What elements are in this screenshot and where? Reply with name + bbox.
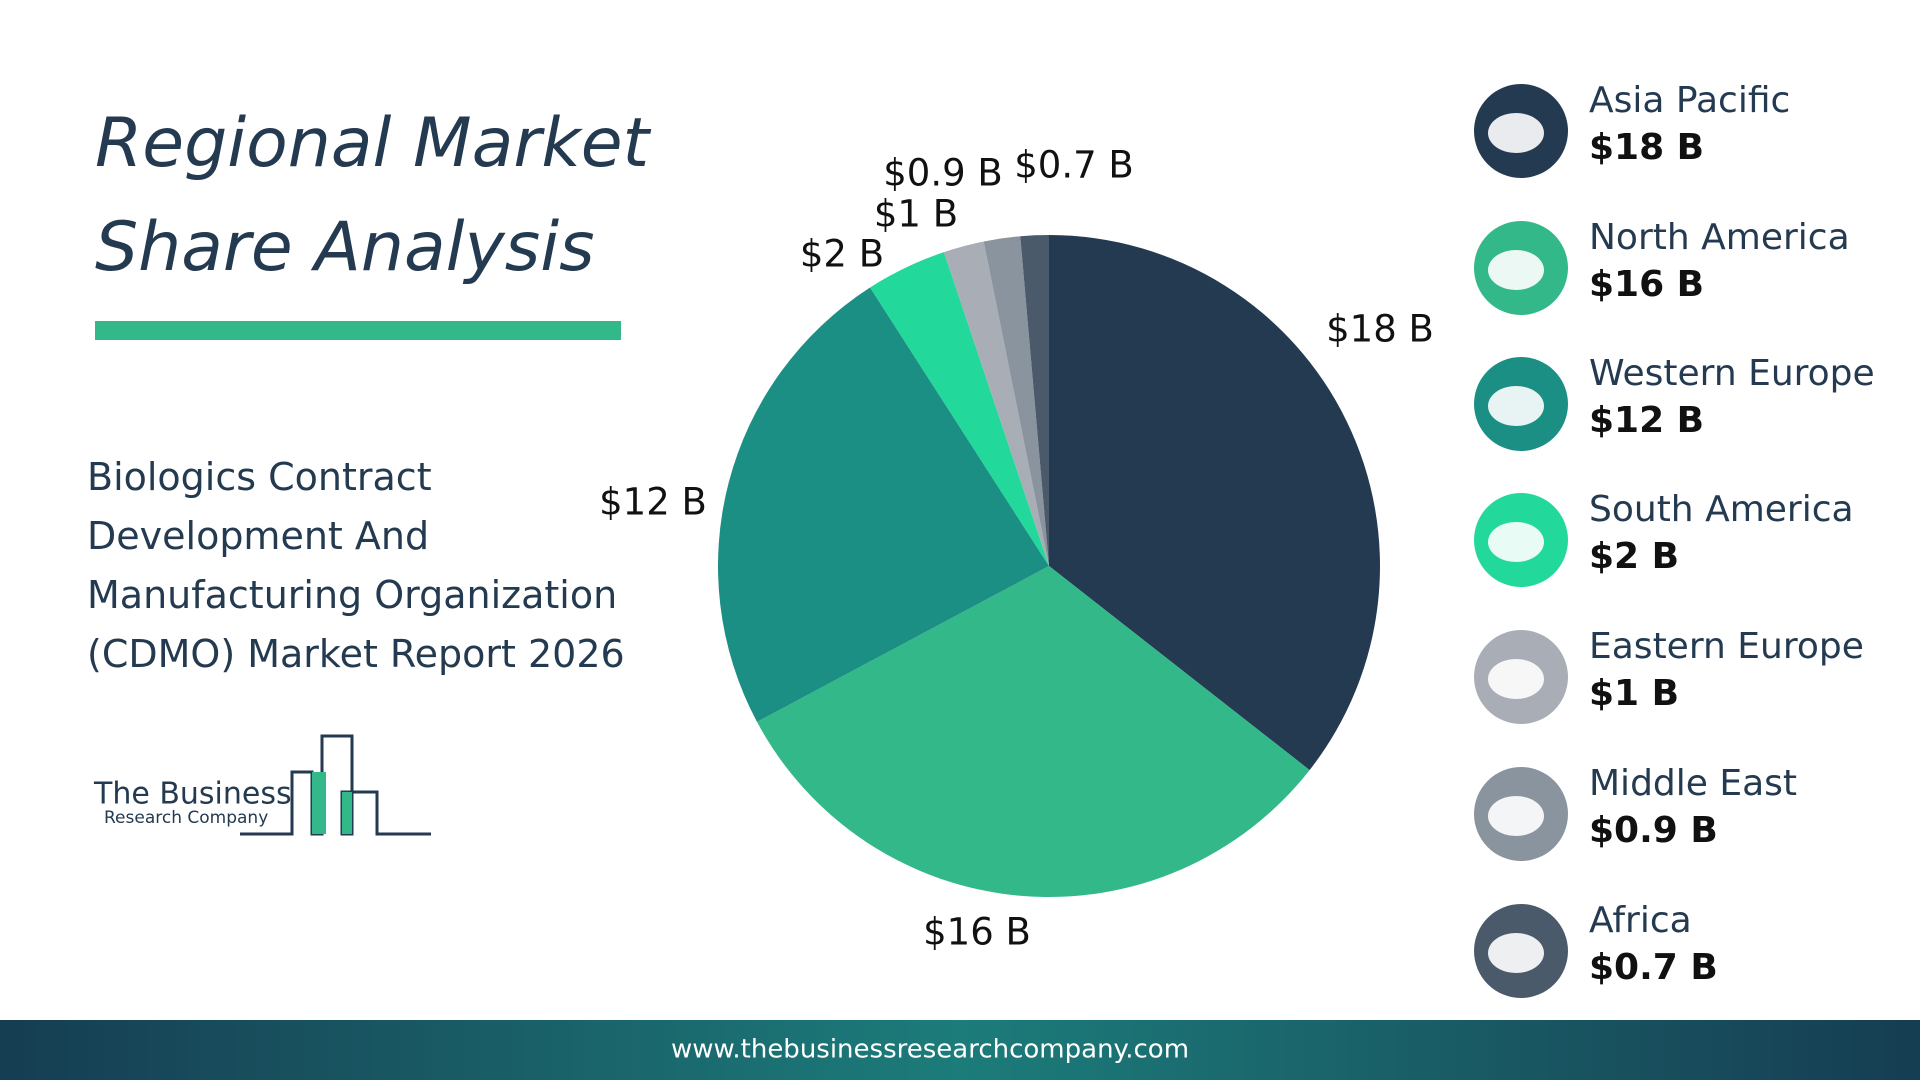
pie-slice <box>870 252 1049 566</box>
pie-slice <box>1020 235 1049 566</box>
data-label: $18 B <box>1326 308 1434 351</box>
legend-value: $0.7 B <box>1589 947 1718 988</box>
legend-icon-map <box>1488 113 1544 153</box>
legend-label: Eastern Europe <box>1589 626 1864 667</box>
data-label: $16 B <box>923 911 1031 954</box>
title-underline <box>95 321 621 340</box>
logo-bar <box>342 792 352 834</box>
logo-mark <box>240 734 431 836</box>
logo: The Business Research Company <box>93 734 431 836</box>
legend-label: Africa <box>1589 900 1692 941</box>
footer-bar <box>0 1020 1920 1080</box>
data-label: $0.7 B <box>1014 144 1134 187</box>
pie-slice <box>943 241 1049 566</box>
legend-value: $1 B <box>1589 673 1679 714</box>
legend-value: $16 B <box>1589 264 1704 305</box>
data-label: $2 B <box>800 233 884 276</box>
legend-icon-map <box>1488 250 1544 290</box>
legend-icon-map <box>1488 522 1544 562</box>
logo-line2: Research Company <box>104 808 268 828</box>
logo-line1: The Business <box>93 777 292 812</box>
legend-value: $2 B <box>1589 536 1679 577</box>
legend-icon-map <box>1488 933 1544 973</box>
pie-slice <box>1049 235 1380 771</box>
chart-subtitle: Biologics Contract Development And Manuf… <box>87 455 625 676</box>
legend-value: $18 B <box>1589 127 1704 168</box>
legend-label: Asia Pacific <box>1589 80 1790 121</box>
data-label: $0.9 B <box>883 152 1003 195</box>
legend-label: South America <box>1589 489 1854 530</box>
footer-url[interactable]: www.thebusinessresearchcompany.com <box>671 1035 1189 1065</box>
legend-icon-map <box>1488 796 1544 836</box>
data-label: $12 B <box>599 481 707 524</box>
legend-label: North America <box>1589 217 1850 258</box>
legend-value: $0.9 B <box>1589 810 1718 851</box>
pie-slice <box>757 566 1310 897</box>
pie-slice <box>718 287 1049 722</box>
logo-bar <box>312 772 326 834</box>
legend-label: Middle East <box>1589 763 1797 804</box>
chart-title: Regional Market Share Analysis <box>95 104 650 287</box>
legend-value: $12 B <box>1589 400 1704 441</box>
legend-icon-map <box>1488 659 1544 699</box>
data-label: $1 B <box>874 193 958 236</box>
pie-slice <box>983 236 1049 566</box>
legend-icon-map <box>1488 386 1544 426</box>
legend-label: Western Europe <box>1589 353 1875 394</box>
